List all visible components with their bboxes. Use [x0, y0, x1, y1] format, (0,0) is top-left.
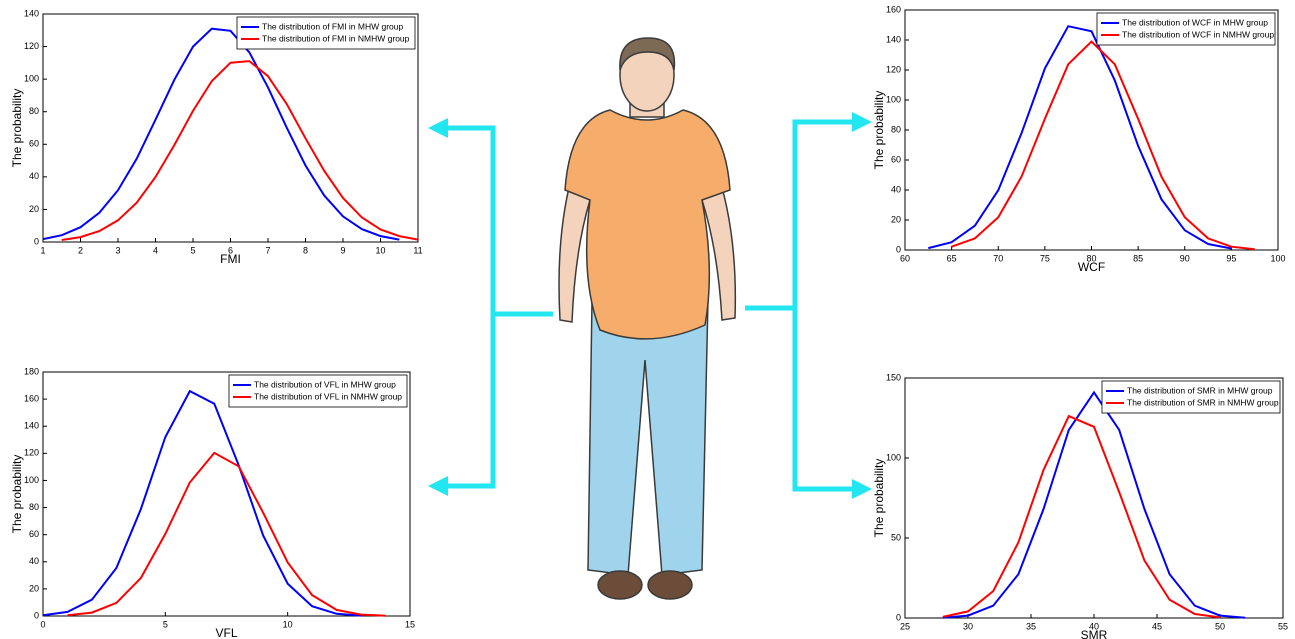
right-connector — [745, 122, 852, 489]
x-tick-label: 10 — [283, 619, 293, 629]
x-tick-label: 85 — [1133, 253, 1143, 263]
legend-label: The distribution of VFL in MHW group — [254, 379, 396, 389]
y-tick-label: 60 — [29, 139, 39, 149]
x-tick-label: 35 — [1026, 621, 1036, 631]
x-tick-label: 7 — [265, 245, 270, 255]
x-tick-label: 45 — [1152, 621, 1162, 631]
y-tick-label: 80 — [891, 124, 901, 134]
plot-frame — [905, 10, 1278, 250]
y-tick-label: 0 — [34, 610, 39, 620]
x-tick-label: 15 — [405, 619, 415, 629]
x-tick-label: 90 — [1180, 253, 1190, 263]
legend-label: The distribution of FMI in NMHW group — [262, 33, 410, 43]
x-tick-label: 30 — [963, 621, 973, 631]
legend-label: The distribution of WCF in MHW group — [1122, 17, 1268, 27]
plot-frame — [43, 372, 410, 616]
x-tick-label: 5 — [163, 619, 168, 629]
y-tick-label: 140 — [24, 8, 39, 18]
x-axis-label: VFL — [215, 626, 237, 639]
x-tick-label: 50 — [1215, 621, 1225, 631]
y-tick-label: 120 — [24, 448, 39, 458]
x-tick-label: 70 — [993, 253, 1003, 263]
x-tick-label: 10 — [375, 245, 385, 255]
legend-label: The distribution of WCF in NMHW group — [1122, 29, 1274, 39]
arrowhead — [852, 479, 872, 499]
y-tick-label: 20 — [29, 204, 39, 214]
left-connector — [445, 128, 553, 486]
plot-frame — [905, 378, 1283, 618]
x-tick-label: 100 — [1270, 253, 1285, 263]
y-tick-label: 80 — [29, 502, 39, 512]
x-tick-label: 55 — [1278, 621, 1288, 631]
chart: 6065707580859095100020406080100120140160… — [872, 4, 1285, 274]
x-tick-label: 60 — [900, 253, 910, 263]
y-tick-label: 40 — [891, 184, 901, 194]
legend-label: The distribution of FMI in MHW group — [262, 21, 404, 31]
y-tick-label: 160 — [24, 393, 39, 403]
y-axis-label: The probability — [10, 455, 24, 534]
x-tick-label: 5 — [190, 245, 195, 255]
y-tick-label: 100 — [886, 452, 901, 462]
x-axis-label: FMI — [220, 252, 241, 266]
y-tick-label: 150 — [886, 372, 901, 382]
x-tick-label: 0 — [40, 619, 45, 629]
x-tick-label: 2 — [78, 245, 83, 255]
y-tick-label: 0 — [896, 244, 901, 254]
arrowhead — [852, 112, 872, 132]
y-tick-label: 0 — [896, 612, 901, 622]
x-tick-label: 11 — [413, 245, 422, 255]
x-tick-label: 1 — [40, 245, 45, 255]
legend-label: The distribution of SMR in MHW group — [1127, 385, 1273, 395]
x-tick-label: 9 — [340, 245, 345, 255]
y-axis-label: The probability — [872, 459, 886, 538]
y-tick-label: 20 — [29, 583, 39, 593]
x-tick-label: 25 — [900, 621, 910, 631]
y-tick-label: 60 — [29, 529, 39, 539]
x-tick-label: 4 — [153, 245, 158, 255]
person-illustration — [559, 38, 735, 599]
y-tick-label: 140 — [886, 34, 901, 44]
x-tick-label: 8 — [303, 245, 308, 255]
y-tick-label: 60 — [891, 154, 901, 164]
y-tick-label: 50 — [891, 532, 901, 542]
y-tick-label: 20 — [891, 214, 901, 224]
x-axis-label: SMR — [1081, 628, 1108, 639]
y-tick-label: 80 — [29, 106, 39, 116]
y-axis-label: The probability — [10, 89, 24, 168]
y-tick-label: 180 — [24, 366, 39, 376]
y-tick-label: 40 — [29, 171, 39, 181]
x-tick-label: 95 — [1226, 253, 1236, 263]
arrowhead — [428, 118, 448, 138]
y-tick-label: 100 — [24, 74, 39, 84]
y-axis-label: The probability — [872, 91, 886, 170]
x-tick-label: 3 — [115, 245, 120, 255]
y-tick-label: 100 — [24, 475, 39, 485]
y-tick-label: 0 — [34, 236, 39, 246]
x-axis-label: WCF — [1078, 260, 1105, 274]
y-tick-label: 120 — [886, 64, 901, 74]
arrowhead — [428, 476, 448, 496]
x-tick-label: 65 — [947, 253, 957, 263]
y-tick-label: 120 — [24, 41, 39, 51]
legend-label: The distribution of VFL in NMHW group — [254, 391, 402, 401]
y-tick-label: 40 — [29, 556, 39, 566]
y-tick-label: 160 — [886, 4, 901, 14]
y-tick-label: 140 — [24, 421, 39, 431]
x-tick-label: 75 — [1040, 253, 1050, 263]
figure: 1234567891011020406080100120140FMIThe pr… — [0, 0, 1295, 639]
y-tick-label: 100 — [886, 94, 901, 104]
chart: 0 5 10 15 0 20 40 60 80 100 120 140 160 180 VFL The pro… — [10, 366, 415, 639]
legend-label: The distribution of SMR in NMHW group — [1127, 397, 1279, 407]
